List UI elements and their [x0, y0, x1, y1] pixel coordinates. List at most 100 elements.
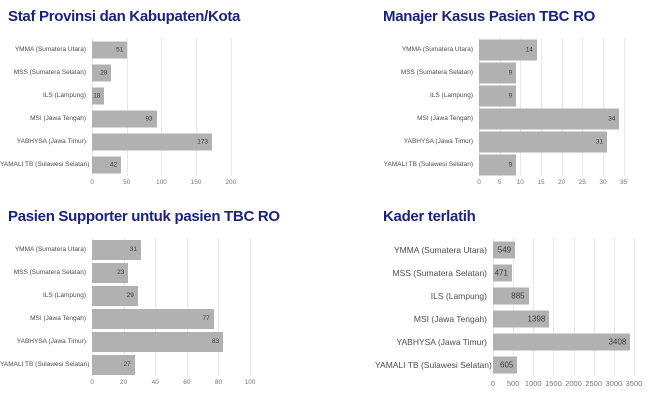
bar-row: ILS (Lampung) 9 [375, 84, 669, 107]
bar[interactable]: 471 [493, 264, 512, 281]
bar-row: YABHYSA (Jawa Timur) 3408 [375, 330, 669, 353]
axis-tick-label: 3500 [625, 379, 643, 388]
bar[interactable]: 173 [92, 133, 213, 150]
gridline [161, 38, 163, 176]
bar[interactable]: 42 [92, 156, 122, 173]
gridline-overlay [92, 238, 258, 376]
gridline [126, 38, 128, 176]
bar[interactable]: 3408 [493, 333, 631, 350]
plot-area: YMMA (Sumatera Utara) 51 MSS (Sumatera Sel… [0, 38, 335, 176]
bar-track: 14 [479, 38, 629, 61]
category-label: YMMA (Sumatera Utara) [14, 246, 86, 253]
axis-tick-label: 0 [477, 179, 481, 186]
bar-row: YMMA (Sumatera Utara) 549 [375, 238, 669, 261]
bar-value-label: 42 [109, 161, 118, 168]
axis-tick-label: 50 [123, 179, 131, 186]
bar[interactable]: 605 [493, 356, 518, 373]
bar[interactable]: 18 [92, 87, 105, 104]
bar[interactable]: 29 [92, 285, 138, 306]
bar[interactable]: 9 [479, 154, 517, 175]
bar-value-label: 77 [202, 315, 210, 322]
category-label: YAMALI TB (Sulawesi Selatan) [0, 361, 90, 368]
bar[interactable]: 31 [479, 131, 608, 152]
bar-track: 29 [92, 284, 258, 307]
bar[interactable]: 34 [479, 108, 620, 129]
bar-row: YABHYSA (Jawa Timur) 83 [0, 330, 335, 353]
bar-value-label: 9 [508, 69, 513, 76]
bar[interactable]: 885 [493, 287, 529, 304]
bar-row: MSI (Jawa Tengah) 1398 [375, 307, 669, 330]
category-label: YABHYSA (Jawa Timur) [16, 138, 86, 145]
bar-value-label: 605 [500, 360, 514, 369]
bar-value-label: 28 [100, 69, 108, 76]
bar[interactable]: 27 [92, 354, 135, 375]
axis-tick-label: 40 [151, 379, 159, 386]
axis-tick-label: 2000 [565, 379, 582, 388]
category-label: ILS (Lampung) [430, 290, 487, 301]
bar-value-label: 83 [211, 338, 220, 345]
bar[interactable]: 9 [479, 85, 517, 106]
category-label: MSI (Jawa Tengah) [417, 115, 473, 122]
bar-value-label: 9 [508, 92, 513, 99]
bar-row: YMMA (Sumatera Utara) 31 [0, 238, 335, 261]
bar-row: YAMALI TB (Sulawesi Selatan) 42 [0, 153, 335, 176]
category-label: MSS (Sumatera Selatan) [392, 267, 487, 278]
gridline [230, 38, 232, 176]
axis-tick-label: 150 [190, 179, 202, 186]
bar-value-label: 471 [494, 268, 508, 277]
category-label: YMMA (Sumatera Utara) [393, 244, 487, 255]
bar[interactable]: 51 [92, 41, 128, 58]
category-label: ILS (Lampung) [43, 292, 86, 299]
category-label: YMMA (Sumatera Utara) [14, 46, 86, 53]
bar[interactable]: 31 [92, 239, 141, 260]
axis-tick-label: 5 [497, 179, 502, 186]
bar-track: 9 [479, 153, 629, 176]
category-label: MSS (Sumatera Selatan) [13, 269, 86, 276]
gridline [633, 238, 635, 376]
gridline [520, 38, 522, 176]
gridline [493, 238, 494, 376]
bar[interactable]: 77 [92, 308, 214, 329]
bar-value-label: 23 [117, 269, 125, 276]
axis-tick-label: 10 [516, 179, 524, 186]
axis-tick-label: 3000 [605, 379, 623, 388]
bar[interactable]: 23 [92, 262, 129, 283]
chart-title: Kader terlatih [383, 208, 476, 225]
gridline [573, 238, 575, 376]
axis-tick-label: 100 [244, 379, 256, 386]
bar[interactable]: 549 [493, 241, 516, 258]
bar[interactable]: 93 [92, 110, 157, 127]
bar-row: MSI (Jawa Tengah) 93 [0, 107, 335, 130]
bar[interactable]: 28 [92, 64, 112, 81]
bar[interactable]: 9 [479, 62, 517, 83]
gridline [582, 38, 584, 176]
bar[interactable]: 1398 [493, 310, 550, 327]
bar-track: 31 [479, 130, 629, 153]
bar-row: YABHYSA (Jawa Timur) 173 [0, 130, 335, 153]
category-label: YABHYSA (Jawa Timur) [396, 336, 487, 347]
bar-track: 9 [479, 61, 629, 84]
bar-value-label: 549 [497, 245, 512, 254]
axis-tick-label: 2500 [585, 379, 603, 388]
bar-row: MSS (Sumatera Selatan) 9 [375, 61, 669, 84]
bar[interactable]: 83 [92, 331, 224, 352]
gridline [250, 238, 252, 376]
axis-tick-label: 0 [490, 379, 496, 388]
axis-tick-label: 20 [119, 379, 128, 386]
gridline-overlay [92, 38, 244, 176]
bar-track: 27 [92, 353, 258, 376]
bar-value-label: 29 [126, 292, 134, 299]
bar-chart-manajer-kasus: YMMA (Sumatera Utara) 14 MSS (Sumatera Sel… [375, 38, 669, 190]
category-label: YABHYSA (Jawa Timur) [16, 338, 86, 345]
gridline [553, 238, 555, 376]
chart-card-staf-provinsi: Staf Provinsi dan Kabupaten/Kota YMMA (S… [0, 0, 335, 200]
bar-track: 93 [92, 107, 244, 130]
category-label: YAMALI TB (Sulawesi Selatan) [0, 161, 90, 168]
gridline [92, 238, 93, 376]
bar-track: 42 [92, 153, 244, 176]
bar[interactable]: 14 [479, 39, 537, 60]
bar-row: YMMA (Sumatera Utara) 14 [375, 38, 669, 61]
bar-value-label: 14 [525, 46, 533, 53]
bar-track: 18 [92, 84, 244, 107]
gridline [218, 238, 220, 376]
